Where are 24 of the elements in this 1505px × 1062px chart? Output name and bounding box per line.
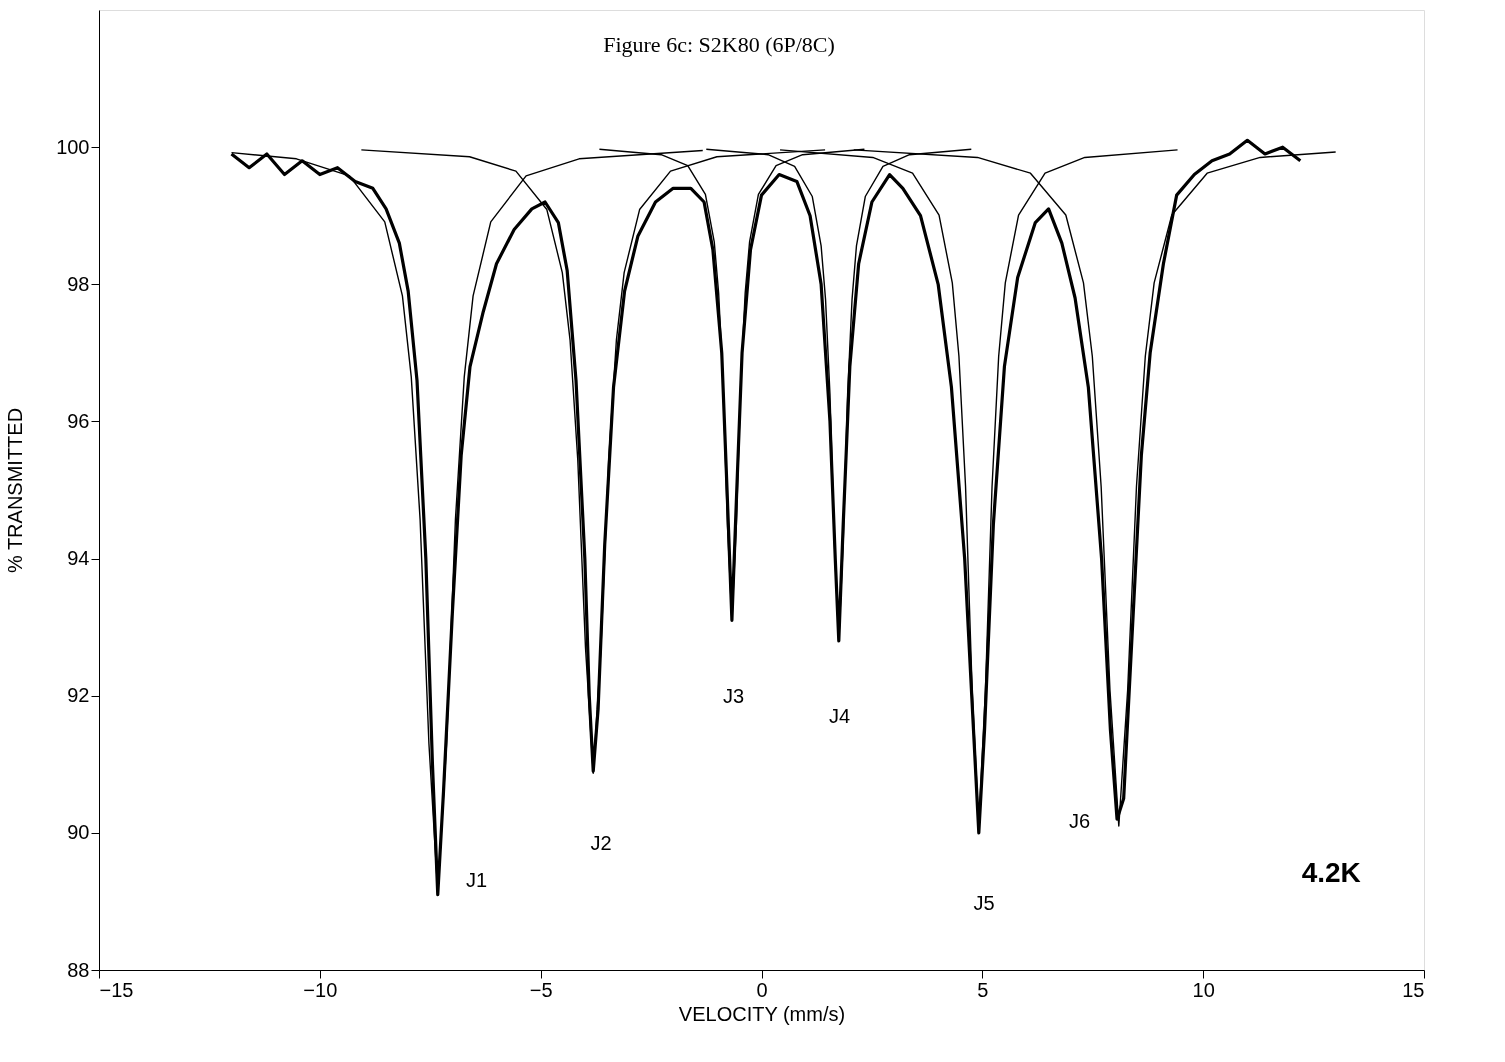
annotation: J1: [466, 868, 488, 891]
y-tick-label: 90: [67, 821, 90, 844]
annotation: J3: [723, 685, 745, 708]
y-tick-label: 100: [56, 135, 90, 158]
annotation: J2: [590, 832, 612, 855]
annotation: J6: [1068, 810, 1091, 833]
x-tick-label: 0: [756, 978, 768, 1001]
y-tick-label: 88: [67, 958, 90, 981]
annotation: J5: [973, 891, 995, 914]
x-tick-label: 5: [977, 978, 989, 1001]
y-tick-label: 98: [67, 272, 90, 295]
annotation: J4: [829, 704, 851, 727]
x-tick-label: −10: [303, 978, 338, 1001]
y-axis-title: % TRANSMITTED: [4, 407, 27, 574]
x-axis-title: VELOCITY (mm/s): [678, 1002, 846, 1025]
x-tick-label: 10: [1192, 978, 1215, 1001]
y-tick-label: 92: [67, 684, 90, 707]
y-tick-label: 96: [67, 409, 90, 432]
x-tick-label: −5: [529, 978, 553, 1001]
x-tick-label: −15: [99, 978, 134, 1001]
text: Figure 6c: S2K80 (6P/8C): [603, 32, 835, 57]
annotation: 4.2K: [1301, 857, 1361, 888]
y-tick-label: 94: [67, 547, 90, 570]
x-tick-label: 15: [1402, 978, 1425, 1001]
